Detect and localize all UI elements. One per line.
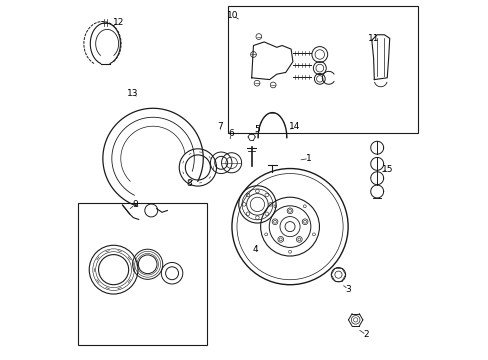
Text: 14: 14 bbox=[288, 122, 300, 131]
Text: 12: 12 bbox=[112, 18, 123, 27]
Text: 1: 1 bbox=[305, 154, 311, 163]
Text: 2: 2 bbox=[363, 330, 368, 339]
Text: 4: 4 bbox=[252, 246, 258, 255]
Text: 9: 9 bbox=[132, 200, 138, 209]
Text: 5: 5 bbox=[253, 125, 259, 134]
Text: 8: 8 bbox=[185, 179, 191, 188]
Text: 3: 3 bbox=[345, 285, 351, 294]
Text: 11: 11 bbox=[367, 34, 379, 43]
Text: 13: 13 bbox=[126, 89, 138, 98]
Bar bbox=[78, 203, 206, 345]
Text: 6: 6 bbox=[227, 129, 233, 138]
Text: 15: 15 bbox=[382, 165, 393, 174]
Text: 7: 7 bbox=[217, 122, 223, 131]
Bar bbox=[228, 6, 418, 134]
Text: 10: 10 bbox=[227, 11, 238, 20]
